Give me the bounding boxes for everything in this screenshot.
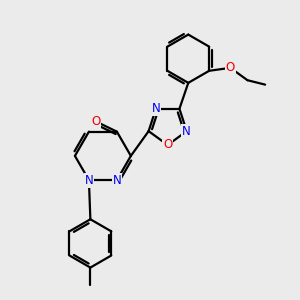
Text: O: O (226, 61, 235, 74)
Text: N: N (112, 174, 121, 187)
Text: N: N (85, 174, 93, 187)
Text: N: N (152, 102, 160, 115)
Text: N: N (182, 125, 191, 138)
Text: O: O (163, 139, 172, 152)
Text: O: O (91, 115, 100, 128)
